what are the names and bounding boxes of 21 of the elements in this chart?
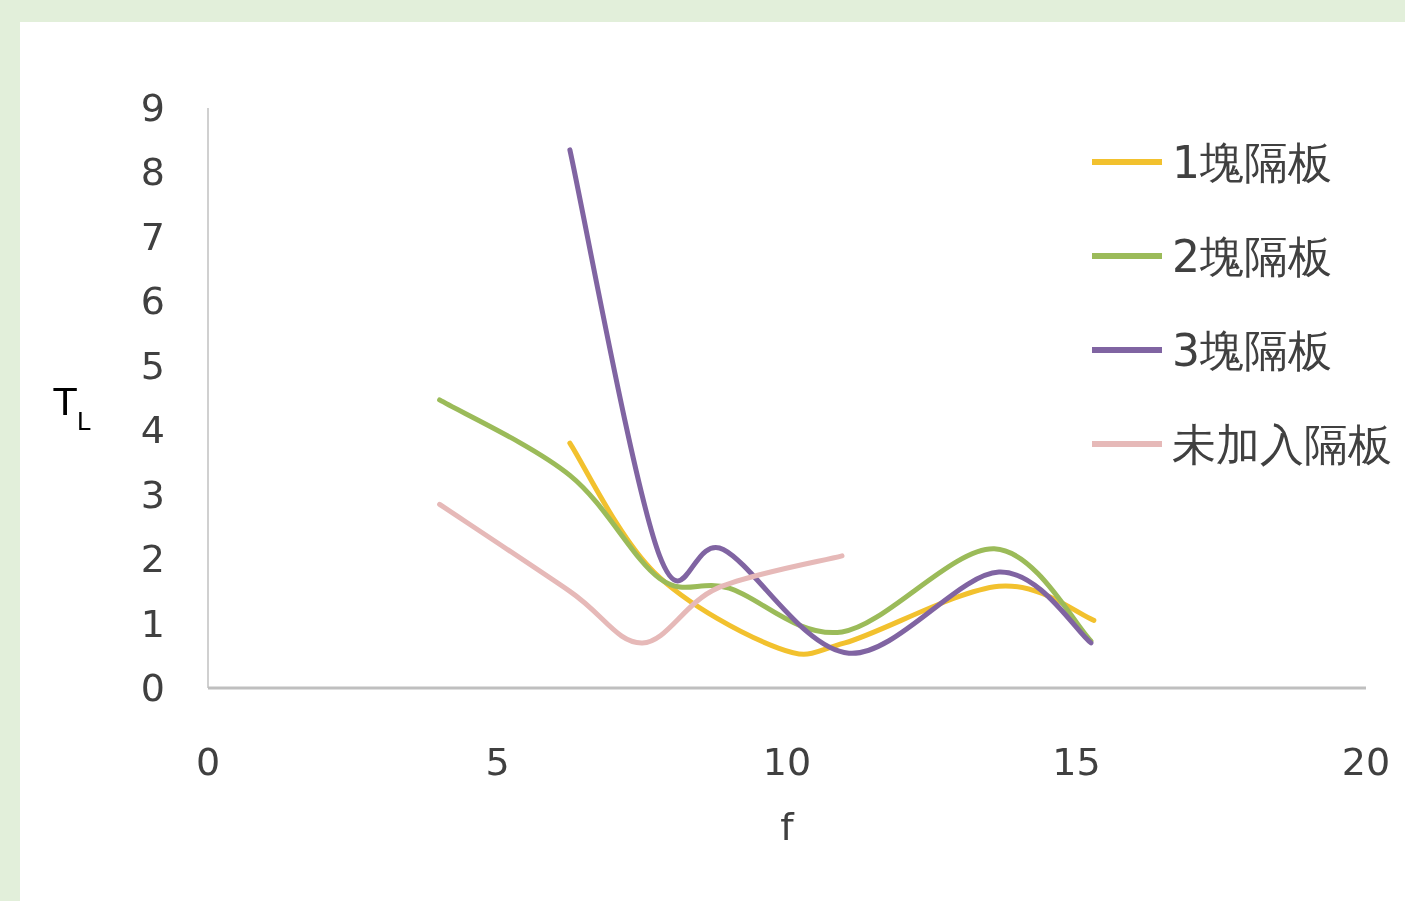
x-tick-label: 15 [1052, 740, 1101, 784]
legend-label: 3塊隔板 [1172, 324, 1332, 376]
y-tick-label: 4 [140, 408, 165, 453]
y-tick-label: 5 [140, 343, 165, 388]
x-tick-label: 10 [762, 740, 812, 784]
y-tick-label: 3 [140, 472, 165, 517]
y-tick-label: 1 [140, 601, 165, 646]
y-axis-title: T$_{L}$ [52, 380, 91, 436]
x-tick-label: 0 [195, 740, 221, 784]
y-tick-label: 2 [140, 537, 165, 582]
x-axis-title: f [780, 805, 796, 849]
x-tick-label: 5 [485, 740, 510, 784]
y-tick-label: 0 [140, 666, 165, 710]
y-tick-label: 7 [140, 214, 165, 259]
legend-label: 2塊隔板 [1172, 230, 1332, 282]
legend-label: 未加入隔板 [1172, 418, 1392, 470]
x-tick-label: 20 [1341, 740, 1391, 784]
y-tick-label: 8 [140, 150, 165, 195]
y-tick-label: 6 [140, 279, 165, 324]
legend-label: 1塊隔板 [1172, 136, 1332, 188]
y-tick-label: 9 [140, 86, 165, 130]
